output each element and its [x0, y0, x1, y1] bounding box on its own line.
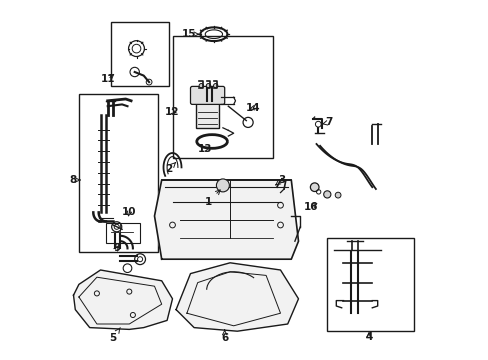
Polygon shape: [154, 180, 298, 259]
FancyBboxPatch shape: [190, 86, 224, 104]
Bar: [79, 94, 158, 252]
Text: 12: 12: [165, 107, 180, 117]
Circle shape: [323, 191, 330, 198]
Circle shape: [335, 192, 340, 198]
Circle shape: [199, 84, 203, 88]
Text: 5: 5: [109, 328, 120, 343]
Text: 9: 9: [113, 243, 120, 253]
Text: 2: 2: [165, 163, 175, 174]
Bar: [172, 36, 273, 158]
Bar: [326, 238, 413, 331]
Text: 10: 10: [122, 207, 136, 217]
Polygon shape: [73, 270, 172, 329]
Circle shape: [216, 179, 229, 192]
Text: 8: 8: [70, 175, 80, 185]
Bar: [106, 223, 140, 243]
Text: 1: 1: [204, 190, 220, 207]
Text: 6: 6: [221, 330, 228, 343]
Text: 3: 3: [275, 175, 285, 185]
Circle shape: [206, 84, 210, 88]
Text: 14: 14: [245, 103, 260, 113]
Text: 13: 13: [197, 144, 212, 154]
Bar: [111, 22, 168, 86]
Text: 11: 11: [100, 74, 115, 84]
Text: 4: 4: [364, 332, 372, 342]
Bar: [196, 99, 219, 128]
Text: 16: 16: [303, 202, 318, 212]
Circle shape: [213, 84, 218, 88]
Polygon shape: [176, 263, 298, 331]
Text: 7: 7: [322, 117, 332, 127]
Circle shape: [310, 183, 318, 192]
Text: 15: 15: [181, 29, 199, 39]
